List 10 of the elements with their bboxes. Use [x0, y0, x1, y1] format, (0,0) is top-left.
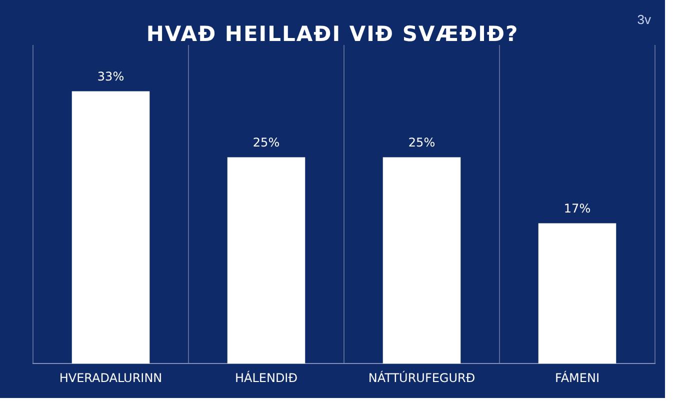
x-tick-label: HVERADALURINN [59, 370, 162, 385]
data-label: 25% [252, 135, 280, 150]
x-tick-label: FÁMENI [555, 370, 600, 385]
text: 3v [637, 12, 651, 27]
data-label: 33% [97, 69, 124, 84]
data-label: 25% [408, 135, 436, 150]
x-tick-label: NÁTTÚRUFEGURÐ [368, 370, 476, 385]
data-label: 17% [564, 201, 591, 216]
chart-title: HVAÐ HEILLAÐI VIÐ SVÆÐIÐ? [146, 22, 519, 46]
x-tick-label: HÁLENDIÐ [234, 370, 298, 385]
